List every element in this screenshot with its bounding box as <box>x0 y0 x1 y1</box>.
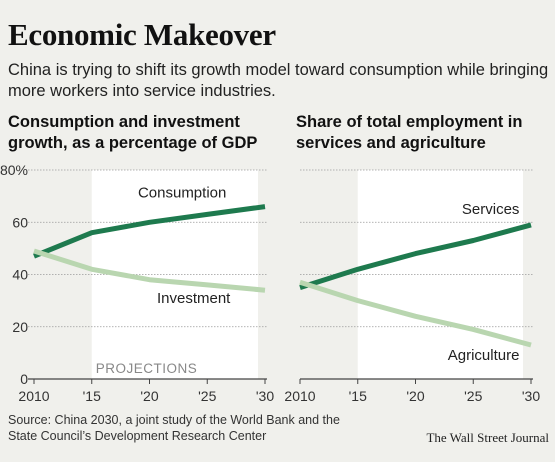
source-note: Source: China 2030, a joint study of the… <box>8 413 340 443</box>
left-x-tick-label: '20 <box>140 388 158 404</box>
right-x-tick-label: '30 <box>522 388 540 404</box>
y-tick-label: 40 <box>12 267 28 283</box>
right-agriculture-label: Agriculture <box>448 347 520 364</box>
left-x-tick-label: '30 <box>256 388 274 404</box>
page-title: Economic Makeover <box>8 17 276 52</box>
page-subtitle: China is trying to shift its growth mode… <box>8 61 549 100</box>
right-x-tick-label: '20 <box>406 388 424 404</box>
y-tick-label: 80% <box>0 162 28 178</box>
left-consumption-line <box>33 204 266 259</box>
y-tick-label: 20 <box>12 319 28 335</box>
left-x-tick-label: 2010 <box>18 388 49 404</box>
projections-label: PROJECTIONS <box>96 361 198 376</box>
right-x-tick-label: '25 <box>464 388 482 404</box>
right-x-tick-label: 2010 <box>284 388 315 404</box>
right-x-tick-label: '15 <box>349 388 367 404</box>
right-agriculture-line <box>299 279 532 348</box>
y-tick-label: 60 <box>12 214 28 230</box>
left-investment-line <box>33 248 266 293</box>
right-services-label: Services <box>462 201 520 218</box>
left-investment-label: Investment <box>157 290 231 307</box>
left-consumption-label: Consumption <box>138 184 226 201</box>
left-chart-title: Consumption and investment growth, as a … <box>8 113 258 152</box>
right-services-line <box>299 222 532 290</box>
y-tick-label: 0 <box>20 371 28 387</box>
left-x-tick-label: '25 <box>198 388 216 404</box>
left-x-tick-label: '15 <box>83 388 101 404</box>
right-chart-title: Share of total employment in services an… <box>296 113 523 152</box>
publisher-credit: The Wall Street Journal <box>426 430 549 445</box>
